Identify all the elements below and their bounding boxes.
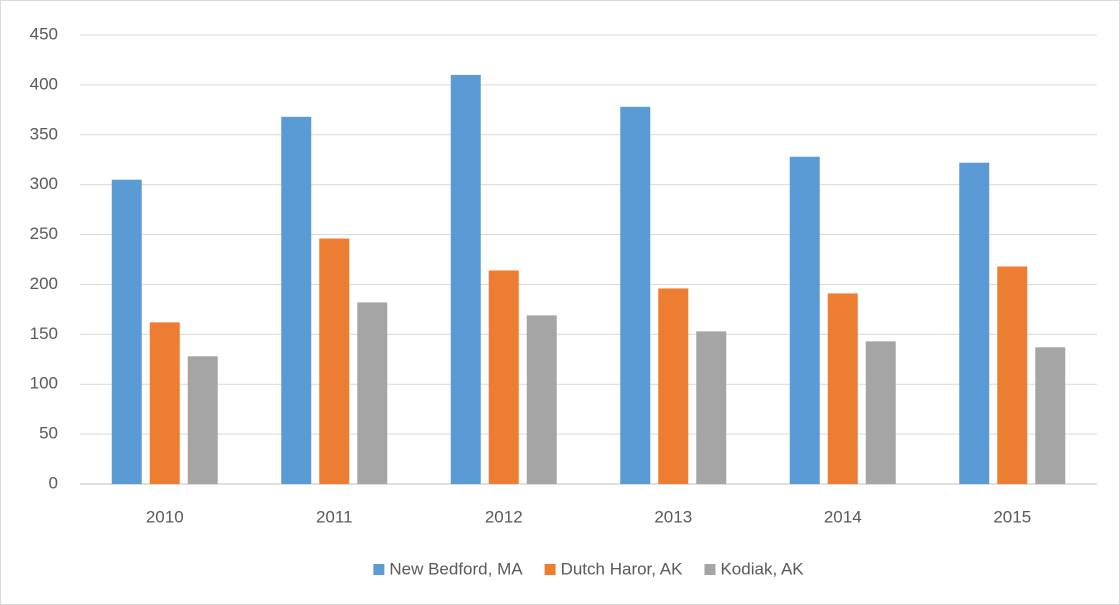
bar: [357, 302, 388, 484]
bar: [620, 106, 651, 484]
y-tick-label: 300: [30, 174, 58, 193]
y-tick-label: 0: [49, 473, 58, 492]
bar: [450, 74, 481, 485]
bar: [281, 116, 312, 484]
y-tick-label: 450: [30, 24, 58, 43]
y-tick-label: 100: [30, 374, 58, 393]
legend-label: Dutch Haror, AK: [561, 559, 684, 578]
x-tick-label: 2012: [485, 507, 523, 526]
x-tick-label: 2013: [654, 507, 692, 526]
y-tick-label: 250: [30, 224, 58, 243]
y-tick-label: 400: [30, 74, 58, 93]
legend-swatch: [704, 564, 716, 575]
y-tick-label: 350: [30, 124, 58, 143]
bar: [319, 238, 350, 484]
x-tick-label: 2015: [993, 507, 1031, 526]
bar: [111, 179, 142, 484]
legend-label: Kodiak, AK: [720, 559, 804, 578]
bar: [827, 293, 858, 484]
y-tick-label: 50: [39, 424, 58, 443]
bar: [696, 331, 727, 484]
bar: [149, 322, 180, 484]
bar: [488, 270, 519, 484]
bar: [1035, 347, 1066, 484]
bar: [187, 356, 218, 484]
x-tick-label: 2014: [824, 507, 862, 526]
bar: [526, 315, 557, 484]
bar: [997, 266, 1028, 484]
legend-swatch: [373, 564, 385, 575]
bar: [959, 162, 990, 484]
x-tick-label: 2011: [316, 507, 353, 526]
y-tick-label: 150: [30, 324, 58, 343]
bar: [658, 288, 689, 484]
bar: [789, 156, 820, 484]
bar: [865, 341, 896, 484]
y-tick-label: 200: [30, 274, 58, 293]
legend-swatch: [544, 564, 556, 575]
x-tick-label: 2010: [146, 507, 184, 526]
legend-label: New Bedford, MA: [389, 559, 523, 578]
